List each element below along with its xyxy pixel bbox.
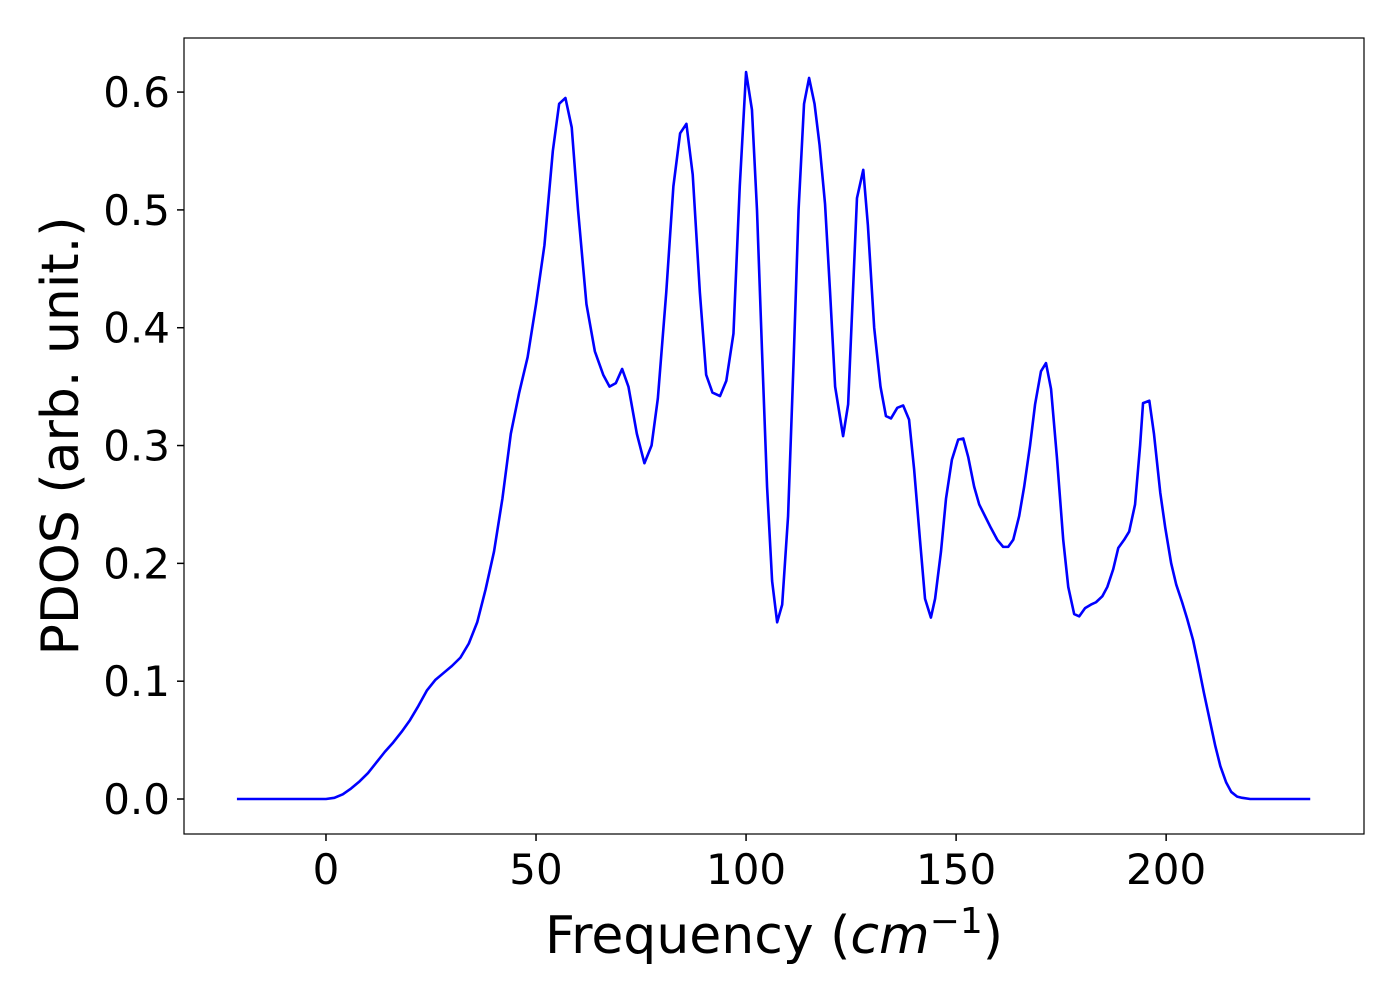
y-tick-label: 0.3: [103, 422, 170, 471]
x-tick-label: 50: [509, 845, 562, 894]
x-tick-label: 0: [313, 845, 340, 894]
x-label-sup: −1: [930, 901, 983, 942]
y-axis-label: PDOS (arb. unit.): [31, 216, 91, 655]
x-label-text: Frequency (: [545, 906, 850, 966]
x-tick-label: 100: [706, 845, 786, 894]
data-line: [236, 70, 1311, 801]
x-tick-label: 150: [916, 845, 996, 894]
y-tick-label: 0.0: [103, 775, 170, 824]
x-label-math: cm: [850, 906, 929, 966]
y-tick-label: 0.6: [103, 68, 170, 117]
x-label-end: ): [983, 906, 1003, 966]
x-tick-label: 200: [1126, 845, 1206, 894]
y-tick-label: 0.2: [103, 539, 170, 588]
x-axis-label: Frequency (cm−1): [545, 901, 1003, 966]
plot-frame: [183, 37, 1365, 835]
y-tick-label: 0.4: [103, 304, 170, 353]
y-tick-label: 0.5: [103, 186, 170, 235]
y-tick-label: 0.1: [103, 657, 170, 706]
